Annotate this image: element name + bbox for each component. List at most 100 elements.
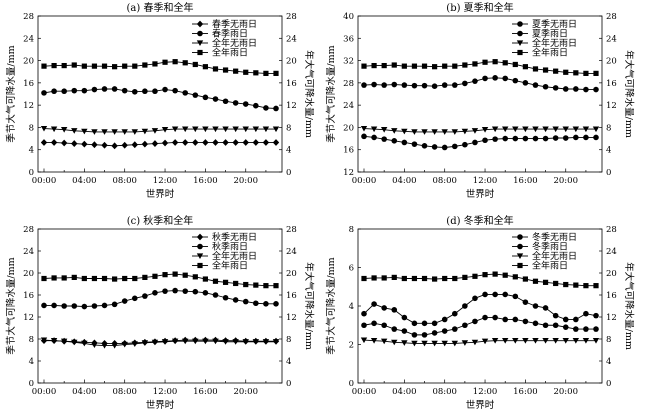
data-point: [182, 139, 189, 146]
data-point: [361, 322, 367, 329]
data-point: [451, 129, 458, 135]
data-point: [431, 330, 438, 336]
series-line: [363, 294, 597, 324]
data-point: [361, 133, 367, 140]
data-point: [432, 276, 438, 282]
data-point: [441, 82, 448, 88]
series: [40, 139, 280, 150]
data-point: [421, 63, 428, 69]
data-point: [401, 340, 408, 346]
x-tick-label: 16:00: [513, 176, 538, 186]
data-point: [360, 337, 368, 344]
y-left-axis-label: 季节大气可降水量/mm: [5, 257, 17, 354]
data-point: [421, 82, 428, 89]
x-tick-label: 04:00: [392, 176, 417, 186]
data-point: [461, 128, 469, 135]
data-point: [451, 82, 458, 88]
data-point: [573, 326, 579, 332]
legend-entry: 全年雨日: [212, 47, 248, 59]
data-point: [171, 338, 179, 345]
data-point: [512, 293, 519, 300]
data-point: [162, 86, 168, 93]
data-point: [212, 96, 219, 102]
data-point: [532, 303, 539, 309]
data-point: [182, 288, 189, 294]
data-point: [411, 82, 418, 89]
x-tick-label: 12:00: [473, 387, 498, 397]
y-right-tick-label: 8: [286, 335, 291, 345]
data-point: [152, 61, 158, 67]
data-point: [81, 87, 88, 94]
data-point: [452, 63, 458, 69]
data-point: [242, 101, 249, 107]
data-point: [391, 81, 398, 88]
y-right-tick-label: 4: [606, 146, 611, 156]
data-point: [41, 302, 47, 309]
data-point: [101, 141, 108, 149]
data-point: [451, 143, 458, 150]
y-right-tick-label: 16: [606, 291, 617, 301]
plot-frame: [37, 15, 283, 173]
y-left-tick-label: 36: [343, 34, 354, 44]
data-point: [232, 339, 239, 345]
data-point: [502, 126, 509, 133]
data-point: [532, 66, 539, 72]
data-point: [41, 63, 47, 69]
y-right-tick-label: 20: [286, 57, 297, 67]
x-tick-label: 16:00: [193, 176, 218, 186]
y-left-axis-label: 季节大气可降水量/mm: [5, 45, 17, 142]
data-point: [121, 141, 128, 149]
data-point: [51, 275, 57, 281]
y-left-tick-label: 0: [29, 168, 34, 178]
x-tick-label: 04:00: [72, 176, 97, 186]
data-point: [222, 139, 229, 146]
data-point: [532, 278, 539, 284]
series: [360, 125, 600, 135]
y-left-tick-label: 8: [349, 225, 354, 235]
legend-marker: [517, 49, 523, 56]
y-right-tick-label: 24: [606, 247, 617, 257]
legend-entry: 全年无雨日: [212, 250, 257, 262]
y-right-tick-label: 12: [606, 313, 617, 323]
data-point: [222, 98, 229, 105]
legend-marker: [516, 253, 524, 259]
y-right-tick-label: 4: [606, 357, 611, 367]
y-left-tick-label: 0: [29, 379, 34, 389]
x-tick-label: 04:00: [72, 387, 97, 397]
data-point: [172, 87, 178, 94]
data-point: [472, 78, 478, 84]
data-point: [212, 338, 219, 345]
data-point: [552, 126, 559, 133]
y-left-tick-label: 16: [343, 146, 354, 156]
data-point: [562, 338, 569, 344]
data-point: [212, 292, 219, 298]
data-point: [441, 328, 448, 334]
data-point: [371, 275, 377, 281]
data-point: [252, 126, 260, 133]
data-point: [273, 70, 279, 76]
data-point: [491, 126, 499, 133]
legend-entry: 全年无雨日: [532, 250, 577, 262]
series-line: [43, 61, 276, 74]
y-right-tick-label: 20: [606, 269, 617, 279]
data-point: [431, 144, 438, 150]
data-point: [492, 59, 498, 65]
series: [41, 59, 279, 76]
data-point: [81, 303, 88, 310]
data-point: [451, 340, 458, 347]
data-point: [441, 144, 448, 151]
data-point: [242, 126, 249, 133]
data-point: [573, 86, 579, 92]
data-point: [41, 90, 47, 96]
legend-entry: 冬季雨日: [532, 241, 568, 253]
data-point: [462, 322, 468, 329]
data-point: [370, 126, 378, 133]
data-point: [212, 126, 219, 133]
data-point: [573, 282, 579, 288]
data-point: [552, 322, 559, 329]
plot-frame: [357, 15, 603, 173]
data-point: [411, 63, 418, 69]
chart-panel: (c) 秋季和全年 0 4 8 12 16 20 24 28 0 4 8 12 16 20 24 28 00:00…: [5, 214, 315, 411]
